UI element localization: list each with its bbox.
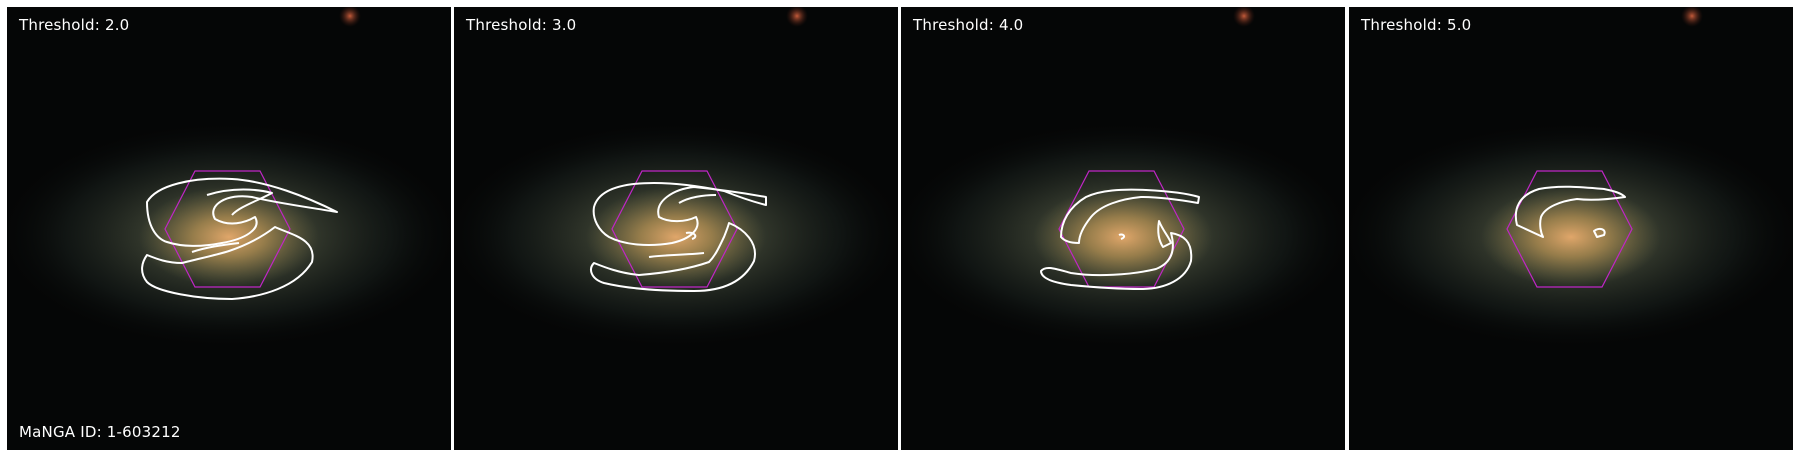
ifu-hexagon [164,170,291,288]
image-panel-3: Threshold: 4.0 [901,7,1345,450]
ifu-hexagon [1506,170,1633,288]
galaxy-id-label: MaNGA ID: 1-603212 [19,423,181,441]
threshold-label: Threshold: 2.0 [19,16,130,34]
galaxy-image-2 [454,7,898,450]
image-panel-4: Threshold: 5.0 [1349,7,1793,450]
threshold-label: Threshold: 3.0 [466,16,577,34]
image-panel-1: Threshold: 2.0 MaNGA ID: 1-603212 [7,7,451,450]
image-panel-2: Threshold: 3.0 [454,7,898,450]
galaxy-image-3 [901,7,1345,450]
contour-lines [1514,185,1626,238]
threshold-label: Threshold: 4.0 [913,16,1024,34]
ifu-hexagon [611,170,738,288]
contour-lines [141,177,338,300]
contour-lines [1040,188,1200,290]
contour-lines [590,182,767,292]
galaxy-image-1 [7,7,451,450]
ifu-hexagon [1058,170,1185,288]
galaxy-image-4 [1349,7,1793,450]
threshold-label: Threshold: 5.0 [1361,16,1472,34]
